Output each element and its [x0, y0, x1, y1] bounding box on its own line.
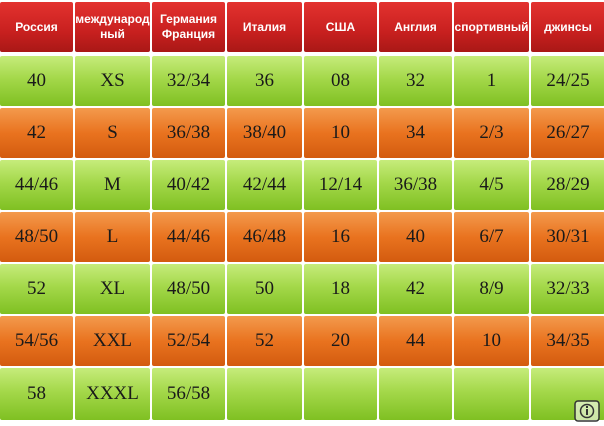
table-row: 42 S 36/38 38/40 10 34 2/3 26/27 [0, 108, 604, 158]
table-cell: 20 [304, 316, 377, 366]
table-row: 44/46 M 40/42 42/44 12/14 36/38 4/5 28/2… [0, 160, 604, 210]
table-cell: 52 [227, 316, 302, 366]
table-cell: 58 [0, 368, 73, 420]
table-cell [454, 368, 529, 420]
table-cell: XXL [75, 316, 150, 366]
header-cell: джинсы [531, 2, 604, 52]
table-cell: 52 [0, 264, 73, 314]
table-cell: 46/48 [227, 212, 302, 262]
table-cell: 36/38 [379, 160, 452, 210]
table-cell: 42 [0, 108, 73, 158]
table-cell: 26/27 [531, 108, 604, 158]
header-cell: международ ный [75, 2, 150, 52]
header-cell: Россия [0, 2, 73, 52]
table-cell: 32 [379, 56, 452, 106]
table-cell: 1 [454, 56, 529, 106]
header-cell: Англия [379, 2, 452, 52]
header-cell: Германия Франция [152, 2, 225, 52]
table-cell: 18 [304, 264, 377, 314]
table-cell: M [75, 160, 150, 210]
table-cell: XL [75, 264, 150, 314]
table-cell: 32/34 [152, 56, 225, 106]
table-cell: 42 [379, 264, 452, 314]
table-cell [304, 368, 377, 420]
table-cell: 34 [379, 108, 452, 158]
table-cell: 44/46 [152, 212, 225, 262]
table-cell: 40 [379, 212, 452, 262]
table-cell: 36 [227, 56, 302, 106]
table-cell: 34/35 [531, 316, 604, 366]
table-cell: 42/44 [227, 160, 302, 210]
header-cell: Италия [227, 2, 302, 52]
table-cell: 12/14 [304, 160, 377, 210]
table-cell: 54/56 [0, 316, 73, 366]
table-cell: 48/50 [152, 264, 225, 314]
table-row: 52 XL 48/50 50 18 42 8/9 32/33 [0, 264, 604, 314]
table-cell: 08 [304, 56, 377, 106]
table-cell: L [75, 212, 150, 262]
table-row: 54/56 XXL 52/54 52 20 44 10 34/35 [0, 316, 604, 366]
table-cell: 38/40 [227, 108, 302, 158]
table-cell: 4/5 [454, 160, 529, 210]
table-cell: S [75, 108, 150, 158]
table-cell: 28/29 [531, 160, 604, 210]
table-cell: 50 [227, 264, 302, 314]
table-cell: 40 [0, 56, 73, 106]
table-cell: 24/25 [531, 56, 604, 106]
table-cell: 2/3 [454, 108, 529, 158]
table-cell: 10 [304, 108, 377, 158]
table-cell: 44/46 [0, 160, 73, 210]
table-cell [227, 368, 302, 420]
table-cell: XXXL [75, 368, 150, 420]
table-cell: 44 [379, 316, 452, 366]
table-row: 40 XS 32/34 36 08 32 1 24/25 [0, 56, 604, 106]
table-cell: 40/42 [152, 160, 225, 210]
table-cell: 32/33 [531, 264, 604, 314]
header-row: Россия международ ный Германия Франция И… [0, 2, 604, 52]
table-cell: 16 [304, 212, 377, 262]
table-cell: 56/58 [152, 368, 225, 420]
table-cell [379, 368, 452, 420]
table-cell: 52/54 [152, 316, 225, 366]
table-cell: XS [75, 56, 150, 106]
table-cell: 30/31 [531, 212, 604, 262]
table-row: 48/50 L 44/46 46/48 16 40 6/7 30/31 [0, 212, 604, 262]
table-cell: 6/7 [454, 212, 529, 262]
table-cell: 8/9 [454, 264, 529, 314]
header-cell: США [304, 2, 377, 52]
info-icon [574, 400, 600, 422]
table-cell: 36/38 [152, 108, 225, 158]
table-row: 58 XXXL 56/58 [0, 368, 604, 420]
table-cell: 48/50 [0, 212, 73, 262]
table-cell: 10 [454, 316, 529, 366]
header-cell: спортивный [454, 2, 529, 52]
